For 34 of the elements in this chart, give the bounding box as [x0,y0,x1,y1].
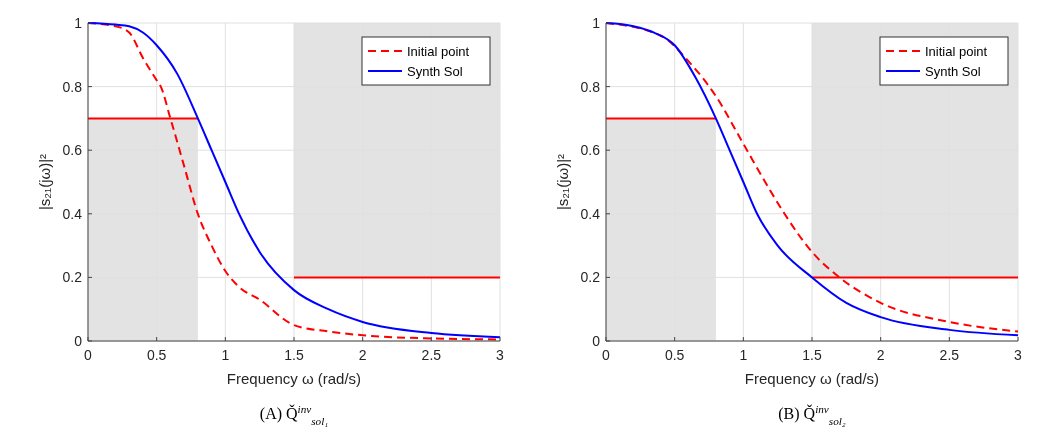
x-tick-label: 1.5 [284,347,304,363]
y-tick-label: 0.2 [580,269,601,286]
x-tick-label: 1 [739,347,748,363]
x-tick-label: 0.5 [664,347,685,363]
x-tick-label: 2 [876,347,885,363]
x-tick-label: 0.5 [146,347,167,363]
legend-label: Initial point [925,44,988,59]
x-axis-title: Frequency ω (rad/s) [744,370,880,387]
y-axis-title: |s₂₁(jω)|² [36,153,53,211]
x-tick-label: 1.5 [802,347,822,363]
x-axis-title: Frequency ω (rad/s) [226,370,362,387]
y-tick-label: 0.8 [62,78,83,95]
legend-label: Synth Sol [925,64,981,79]
y-axis-title: |s₂₁(jω)|² [554,153,571,211]
y-tick-label: 0.8 [580,78,601,95]
y-tick-label: 0.6 [580,142,601,159]
x-tick-label: 2.5 [939,347,960,363]
x-tick-label: 3 [1014,347,1023,363]
x-tick-label: 2.5 [421,347,442,363]
y-tick-label: 0.4 [580,205,601,222]
legend-label: Synth Sol [407,64,463,79]
y-tick-label: 0 [592,333,601,349]
y-tick-label: 0.2 [62,269,83,286]
x-tick-label: 3 [496,347,505,363]
y-tick-label: 0 [74,333,83,349]
legend-label: Initial point [407,44,470,59]
x-tick-label: 2 [358,347,367,363]
x-tick-label: 0 [84,347,93,363]
x-tick-label: 0 [602,347,611,363]
y-tick-label: 1 [74,15,83,31]
y-tick-label: 0.6 [62,142,83,159]
x-tick-label: 1 [221,347,230,363]
y-tick-label: 0.4 [62,205,83,222]
y-tick-label: 1 [592,15,601,31]
